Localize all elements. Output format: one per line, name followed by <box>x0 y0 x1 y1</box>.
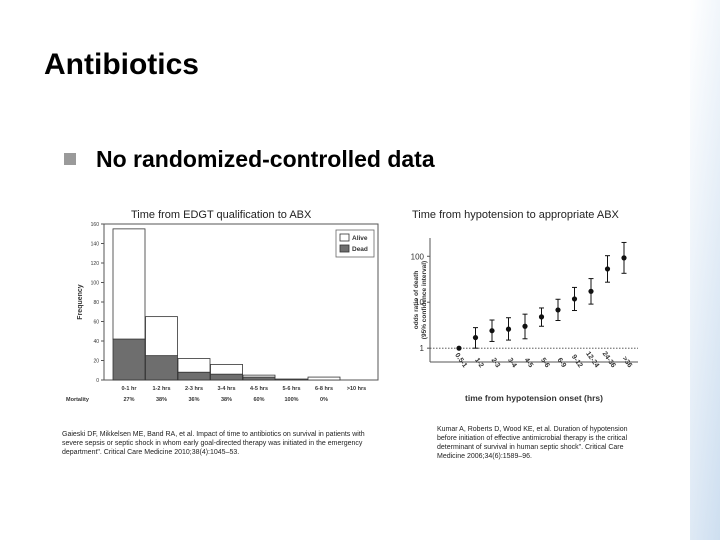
data-point <box>571 296 578 302</box>
y-tick-label: 140 <box>91 242 100 248</box>
x-tick-label: 6-9 <box>556 357 568 369</box>
data-point <box>489 328 495 334</box>
x-tick-label: 5-6 hrs <box>282 386 300 392</box>
y-tick-label: 10 <box>415 298 424 307</box>
bullet-square-icon <box>64 153 76 165</box>
y-axis-label-line: (95% confidence interval) <box>421 261 428 339</box>
x-tick-label: 12-24 <box>584 350 600 369</box>
data-point <box>588 288 594 294</box>
mortality-value: 27% <box>123 397 134 403</box>
y-axis-label: odds ratio of death(95% confidence inter… <box>413 261 428 339</box>
slide-title: Antibiotics <box>44 48 199 81</box>
y-tick-label: 80 <box>93 300 99 306</box>
data-point <box>538 314 545 320</box>
x-tick-label: 3-4 hrs <box>217 386 235 392</box>
y-axis-label: Frequency <box>77 284 84 320</box>
bar-alive <box>177 358 211 373</box>
x-tick-label: >10 hrs <box>347 386 366 392</box>
x-tick-label: 1-2 hrs <box>152 386 170 392</box>
right-chart-citation: Kumar A, Roberts D, Wood KE, et al. Dura… <box>437 426 628 460</box>
y-tick-label: 40 <box>93 339 99 345</box>
side-band-shine <box>690 0 720 540</box>
bar-alive <box>112 228 146 340</box>
mortality-value: 60% <box>253 397 264 403</box>
legend-label: Alive <box>352 235 368 242</box>
x-tick-label: 6-8 hrs <box>315 386 333 392</box>
y-axis-label-line: odds ratio of death <box>413 271 420 330</box>
mortality-value: 38% <box>221 397 232 403</box>
x-tick-label: 0.5-1 <box>453 352 468 369</box>
data-point <box>472 334 479 341</box>
x-tick-label: 0-1 hr <box>122 386 138 392</box>
x-tick-label: 5-6 <box>539 357 551 369</box>
y-tick-label: 160 <box>91 222 100 228</box>
legend-swatch <box>339 244 350 253</box>
data-point <box>522 323 528 329</box>
bar-alive <box>307 376 341 381</box>
x-tick-label: 4-5 <box>523 357 535 369</box>
y-tick-label: 0 <box>96 378 99 384</box>
y-tick-label: 20 <box>93 359 99 365</box>
bar-alive <box>145 316 178 357</box>
bar-dead <box>275 378 308 381</box>
y-tick-label: 100 <box>411 252 425 261</box>
data-point <box>604 266 611 272</box>
bar-dead <box>112 338 146 381</box>
right-chart-caption: Time from hypotension to appropriate ABX <box>412 209 619 221</box>
x-tick-label: 2-3 <box>490 357 502 369</box>
y-tick-label: 120 <box>91 261 100 267</box>
left-chart-citation: Gaieski DF, Mikkelsen ME, Band RA, et al… <box>62 431 365 456</box>
data-point <box>505 326 512 332</box>
legend-label: Dead <box>352 246 368 253</box>
x-axis-label: time from hypotension onset (hrs) <box>465 393 603 403</box>
mortality-value: 0% <box>320 397 328 403</box>
mortality-value: 36% <box>188 397 199 403</box>
data-point <box>621 255 627 261</box>
decorative-side-band <box>690 0 720 540</box>
y-tick-label: 100 <box>91 281 100 287</box>
mortality-value: 38% <box>156 397 167 403</box>
mortality-value: 100% <box>284 397 298 403</box>
mortality-row-label: Mortality <box>66 397 90 403</box>
y-tick-label: 1 <box>420 344 425 353</box>
x-tick-label: 24-36 <box>601 350 617 369</box>
bar-alive <box>242 374 276 378</box>
x-tick-label: 3-4 <box>506 357 518 369</box>
bullet-text: No randomized-controlled data <box>96 146 435 172</box>
x-tick-label: 4-5 hrs <box>250 386 268 392</box>
data-point <box>555 307 561 313</box>
legend-swatch <box>339 233 350 242</box>
x-tick-label: 2-3 hrs <box>185 386 203 392</box>
y-tick-label: 60 <box>93 320 99 326</box>
data-point <box>456 345 462 351</box>
x-tick-label: 9-12 <box>570 354 584 370</box>
x-tick-label: 1-2 <box>473 357 485 369</box>
left-chart-caption: Time from EDGT qualification to ABX <box>131 209 312 221</box>
bar-alive <box>210 363 243 375</box>
